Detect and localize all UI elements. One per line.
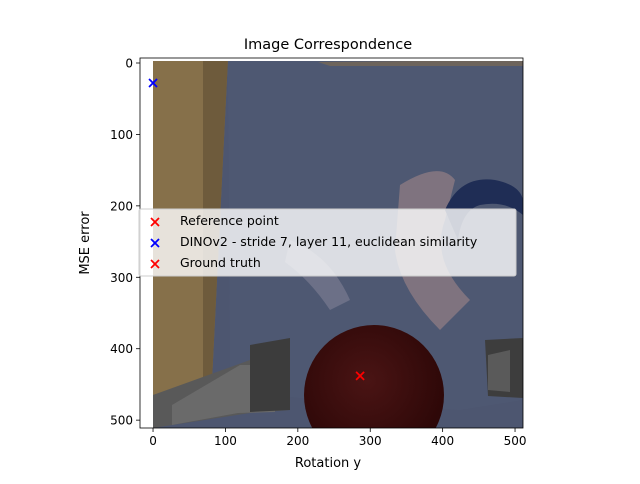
legend-label: Reference point: [180, 213, 279, 228]
y-tick-label: 300: [110, 271, 133, 285]
y-tick-label: 500: [110, 414, 133, 428]
legend-marker: [150, 217, 160, 227]
data-point: [355, 371, 365, 381]
legend-label: DINOv2 - stride 7, layer 11, euclidean s…: [180, 234, 478, 249]
legend-label: Ground truth: [180, 255, 261, 270]
x-tick-label: 300: [359, 434, 382, 448]
legend-marker: [150, 259, 160, 269]
x-axis: 0 100 200 300 400 500: [149, 428, 526, 448]
legend-box: [138, 208, 517, 277]
x-tick-label: 0: [149, 434, 157, 448]
legend-marker: [150, 238, 160, 248]
y-tick-label: 200: [110, 199, 133, 213]
x-tick-label: 400: [431, 434, 454, 448]
data-points: [148, 78, 365, 381]
y-tick-label: 400: [110, 342, 133, 356]
data-point: [148, 78, 158, 88]
x-tick-label: 200: [286, 434, 309, 448]
y-tick-label: 0: [125, 57, 133, 71]
x-axis-label: Rotation y: [295, 456, 362, 471]
y-tick-label: 100: [110, 128, 133, 142]
legend: Reference point DINOv2 - stride 7, layer …: [138, 208, 517, 277]
y-axis: 0 100 200 300 400 500: [110, 57, 140, 428]
y-axis-label: MSE error: [78, 211, 93, 275]
chart-title: Image Correspondence: [244, 37, 412, 53]
x-tick-label: 100: [214, 434, 237, 448]
x-tick-label: 500: [504, 434, 527, 448]
